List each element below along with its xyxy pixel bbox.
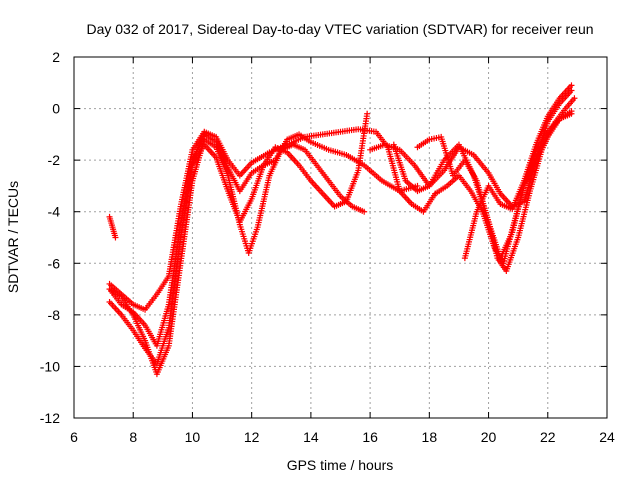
- y-tick-label: 0: [52, 101, 60, 117]
- data-point: [571, 95, 578, 102]
- series-track-9: [461, 82, 575, 262]
- x-tick-label: 12: [244, 429, 260, 445]
- series-track-4: [106, 126, 439, 313]
- x-tick-label: 14: [303, 429, 319, 445]
- x-tick-label: 6: [70, 429, 78, 445]
- series-track-8: [432, 108, 575, 267]
- data-point: [414, 182, 421, 189]
- x-tick-label: 20: [481, 429, 497, 445]
- series-track-10: [106, 213, 119, 241]
- data-point: [112, 234, 119, 241]
- data-marks: [106, 82, 578, 378]
- data-point: [568, 82, 575, 89]
- y-tick-label: -12: [40, 410, 60, 426]
- x-tick-label: 24: [599, 429, 615, 445]
- data-point: [364, 110, 371, 117]
- y-tick-label: -2: [48, 152, 61, 168]
- y-tick-label: 2: [52, 49, 60, 65]
- x-axis-label: GPS time / hours: [287, 457, 394, 473]
- data-point: [361, 208, 368, 215]
- y-tick-label: -6: [48, 255, 61, 271]
- data-point: [568, 108, 575, 115]
- y-tick-label: -8: [48, 307, 61, 323]
- x-tick-label: 22: [540, 429, 556, 445]
- y-axis-label: SDTVAR / TECUs: [5, 181, 21, 293]
- y-tick-label: -10: [40, 358, 60, 374]
- plot-frame: [73, 56, 608, 419]
- axis-ticks: [73, 56, 608, 419]
- chart-title: Day 032 of 2017, Sidereal Day-to-day VTE…: [86, 21, 593, 37]
- grid: [74, 57, 607, 418]
- x-tick-label: 8: [129, 429, 137, 445]
- y-tick-label: -4: [48, 204, 61, 220]
- x-tick-label: 18: [422, 429, 438, 445]
- x-tick-label: 16: [362, 429, 378, 445]
- x-tick-label: 10: [185, 429, 201, 445]
